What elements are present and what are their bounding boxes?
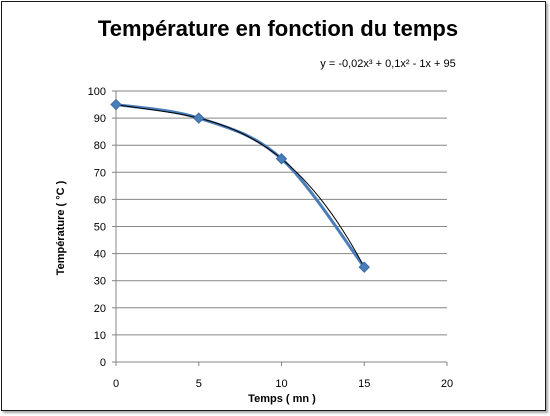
series-layer [114, 103, 366, 269]
y-tick-label-20: 20 [94, 303, 106, 315]
x-tick-label-20: 20 [441, 378, 453, 390]
y-tick-label-0: 0 [100, 357, 106, 369]
chart-title: Température en fonction du temps [98, 16, 458, 41]
x-tick-label-10: 10 [275, 378, 287, 390]
trendline-equation: y = -0,02x³ + 0,1x² - 1x + 95 [320, 58, 455, 70]
y-tick-label-60: 60 [94, 194, 106, 206]
y-tick-labels: 0 10 20 30 40 50 60 70 80 90 100 [88, 86, 106, 369]
y-tick-label-10: 10 [94, 330, 106, 342]
y-tick-label-90: 90 [94, 113, 106, 125]
x-tick-label-0: 0 [113, 378, 119, 390]
x-tick-labels: 0 5 10 15 20 [113, 378, 453, 390]
trendline-layer [115, 104, 365, 268]
trendline [115, 104, 365, 268]
y-tick-label-40: 40 [94, 249, 106, 261]
x-tick-label-15: 15 [358, 378, 370, 390]
chart-frame [1, 1, 546, 411]
series-line [114, 103, 366, 269]
data-point-15 [358, 261, 370, 273]
y-tick-label-80: 80 [94, 140, 106, 152]
y-tick-label-30: 30 [94, 276, 106, 288]
data-point-0 [110, 98, 122, 111]
grid-lines [116, 90, 447, 336]
x-tick-label-5: 5 [196, 378, 202, 390]
axes [112, 90, 448, 366]
x-axis-title: Temps ( mn ) [248, 393, 316, 405]
data-point-10 [275, 153, 288, 165]
y-tick-label-100: 100 [88, 86, 106, 98]
series-markers [110, 98, 370, 273]
y-tick-label-70: 70 [94, 167, 106, 179]
y-axis-title: Température ( °C ) [55, 180, 67, 275]
y-tick-label-50: 50 [94, 222, 106, 234]
data-point-5 [193, 112, 205, 124]
